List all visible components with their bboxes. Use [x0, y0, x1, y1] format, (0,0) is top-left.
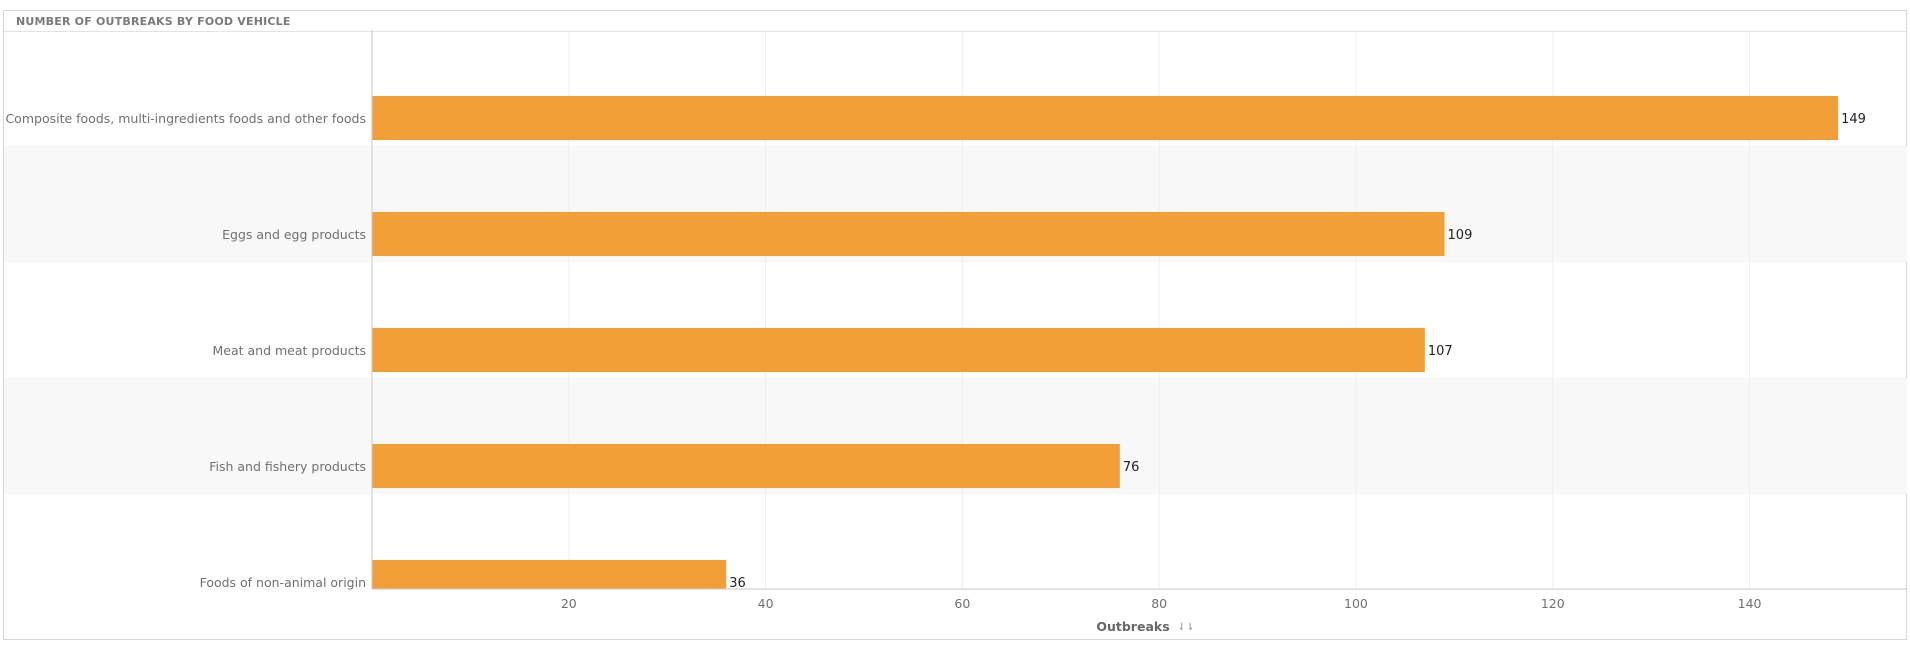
- row-backgrounds: [4, 146, 1907, 494]
- x-tick-label: 100: [1344, 596, 1368, 611]
- bar[interactable]: [372, 328, 1425, 372]
- category-label: Fish and fishery products: [209, 459, 366, 474]
- x-tick-label: 20: [561, 596, 577, 611]
- panel-title: NUMBER OF OUTBREAKS BY FOOD VEHICLE: [16, 15, 291, 28]
- x-tick-label: 40: [758, 596, 774, 611]
- category-label: Composite foods, multi-ingredients foods…: [5, 111, 366, 126]
- value-label: 149: [1841, 112, 1866, 127]
- title-divider: [4, 31, 1906, 32]
- x-tick-label: 60: [954, 596, 970, 611]
- value-label: 36: [729, 576, 746, 591]
- sort-descending-icon[interactable]: ⇃⇂: [1178, 622, 1195, 633]
- value-label: 109: [1448, 228, 1473, 243]
- value-labels: 149 109 107 76 36: [729, 112, 1866, 591]
- category-label: Meat and meat products: [213, 343, 367, 358]
- axes: [371, 30, 1907, 590]
- bar[interactable]: [372, 212, 1445, 256]
- x-tick-labels: 20 40 60 80 100 120 140: [561, 596, 1762, 611]
- category-labels: Composite foods, multi-ingredients foods…: [5, 111, 366, 590]
- category-label: Foods of non-animal origin: [200, 575, 366, 590]
- x-axis-title: Outbreaks: [1096, 619, 1169, 634]
- value-label: 76: [1123, 460, 1140, 475]
- bar[interactable]: [372, 96, 1839, 140]
- bar[interactable]: [372, 444, 1120, 488]
- value-label: 107: [1428, 344, 1453, 359]
- bars: [372, 96, 1839, 589]
- bar[interactable]: [372, 560, 727, 589]
- x-tick-label: 140: [1738, 596, 1762, 611]
- x-tick-label: 120: [1541, 596, 1565, 611]
- category-label: Eggs and egg products: [222, 227, 366, 242]
- x-tick-label: 80: [1151, 596, 1167, 611]
